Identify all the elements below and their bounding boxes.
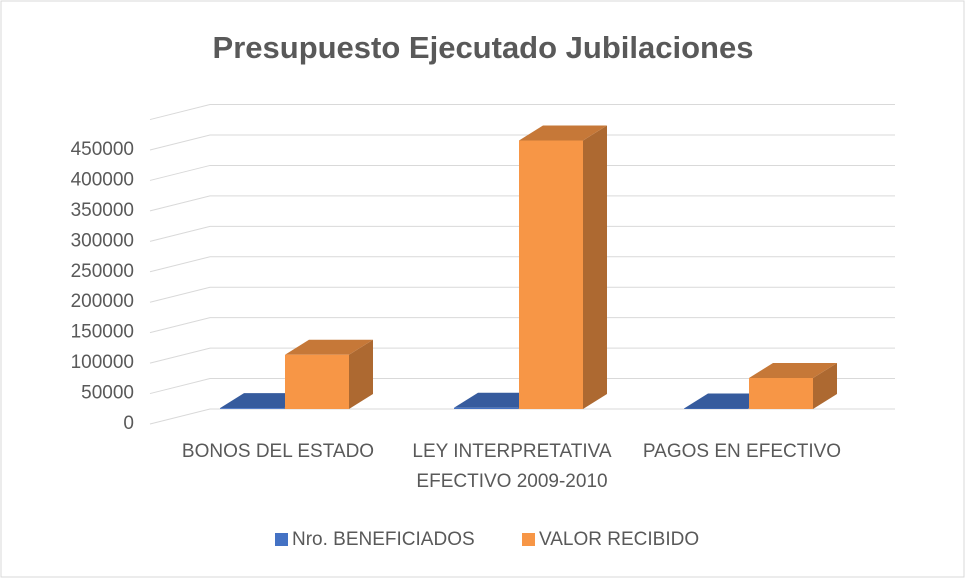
bar-face [454, 407, 518, 409]
y-tick-label: 400000 [71, 169, 134, 190]
legend-label: Nro. BENEFICIADOS [292, 529, 475, 550]
bar-face [285, 339, 373, 355]
y-tick-label: 250000 [71, 261, 134, 282]
grid-line [149, 347, 895, 364]
bar-face [220, 408, 284, 409]
legend-label: VALOR RECIBIDO [539, 529, 699, 550]
grid-line [149, 408, 895, 425]
x-tick-label: BONOS DEL ESTADO [181, 441, 375, 462]
y-tick-label: 0 [123, 413, 134, 434]
bar-face [583, 125, 607, 409]
legend-swatch [522, 533, 535, 546]
grid-line [149, 134, 895, 151]
y-tick-label: 50000 [81, 383, 134, 404]
bar-face [519, 125, 607, 141]
grid-line [149, 286, 895, 303]
grid-line [149, 317, 895, 334]
bar-face [285, 354, 349, 409]
legend-swatch [275, 533, 288, 546]
y-tick-label: 100000 [71, 352, 134, 373]
bar-face [349, 339, 373, 409]
grid-line [149, 378, 895, 395]
bar-face [519, 140, 583, 410]
grid-line [149, 164, 895, 181]
bar-face [749, 362, 837, 378]
y-tick-label: 300000 [71, 230, 134, 251]
grid-line [149, 225, 895, 242]
bar [285, 339, 373, 409]
grid-line [149, 195, 895, 212]
x-tick-label: PAGOS EN EFECTIVO [642, 441, 842, 462]
bar-face [749, 377, 813, 409]
grid-line [149, 256, 895, 273]
bar [749, 362, 837, 409]
y-tick-label: 350000 [71, 200, 134, 221]
x-tick-label: LEY INTERPRETATIVA EFECTIVO 2009-2010 [412, 441, 612, 492]
grid-line [149, 104, 895, 121]
chart-title: Presupuesto Ejecutado Jubilaciones [213, 30, 754, 65]
bar [519, 125, 607, 410]
y-tick-label: 200000 [71, 291, 134, 312]
y-tick-label: 450000 [71, 139, 134, 160]
bar-face [813, 362, 837, 409]
y-tick-label: 150000 [71, 322, 134, 343]
